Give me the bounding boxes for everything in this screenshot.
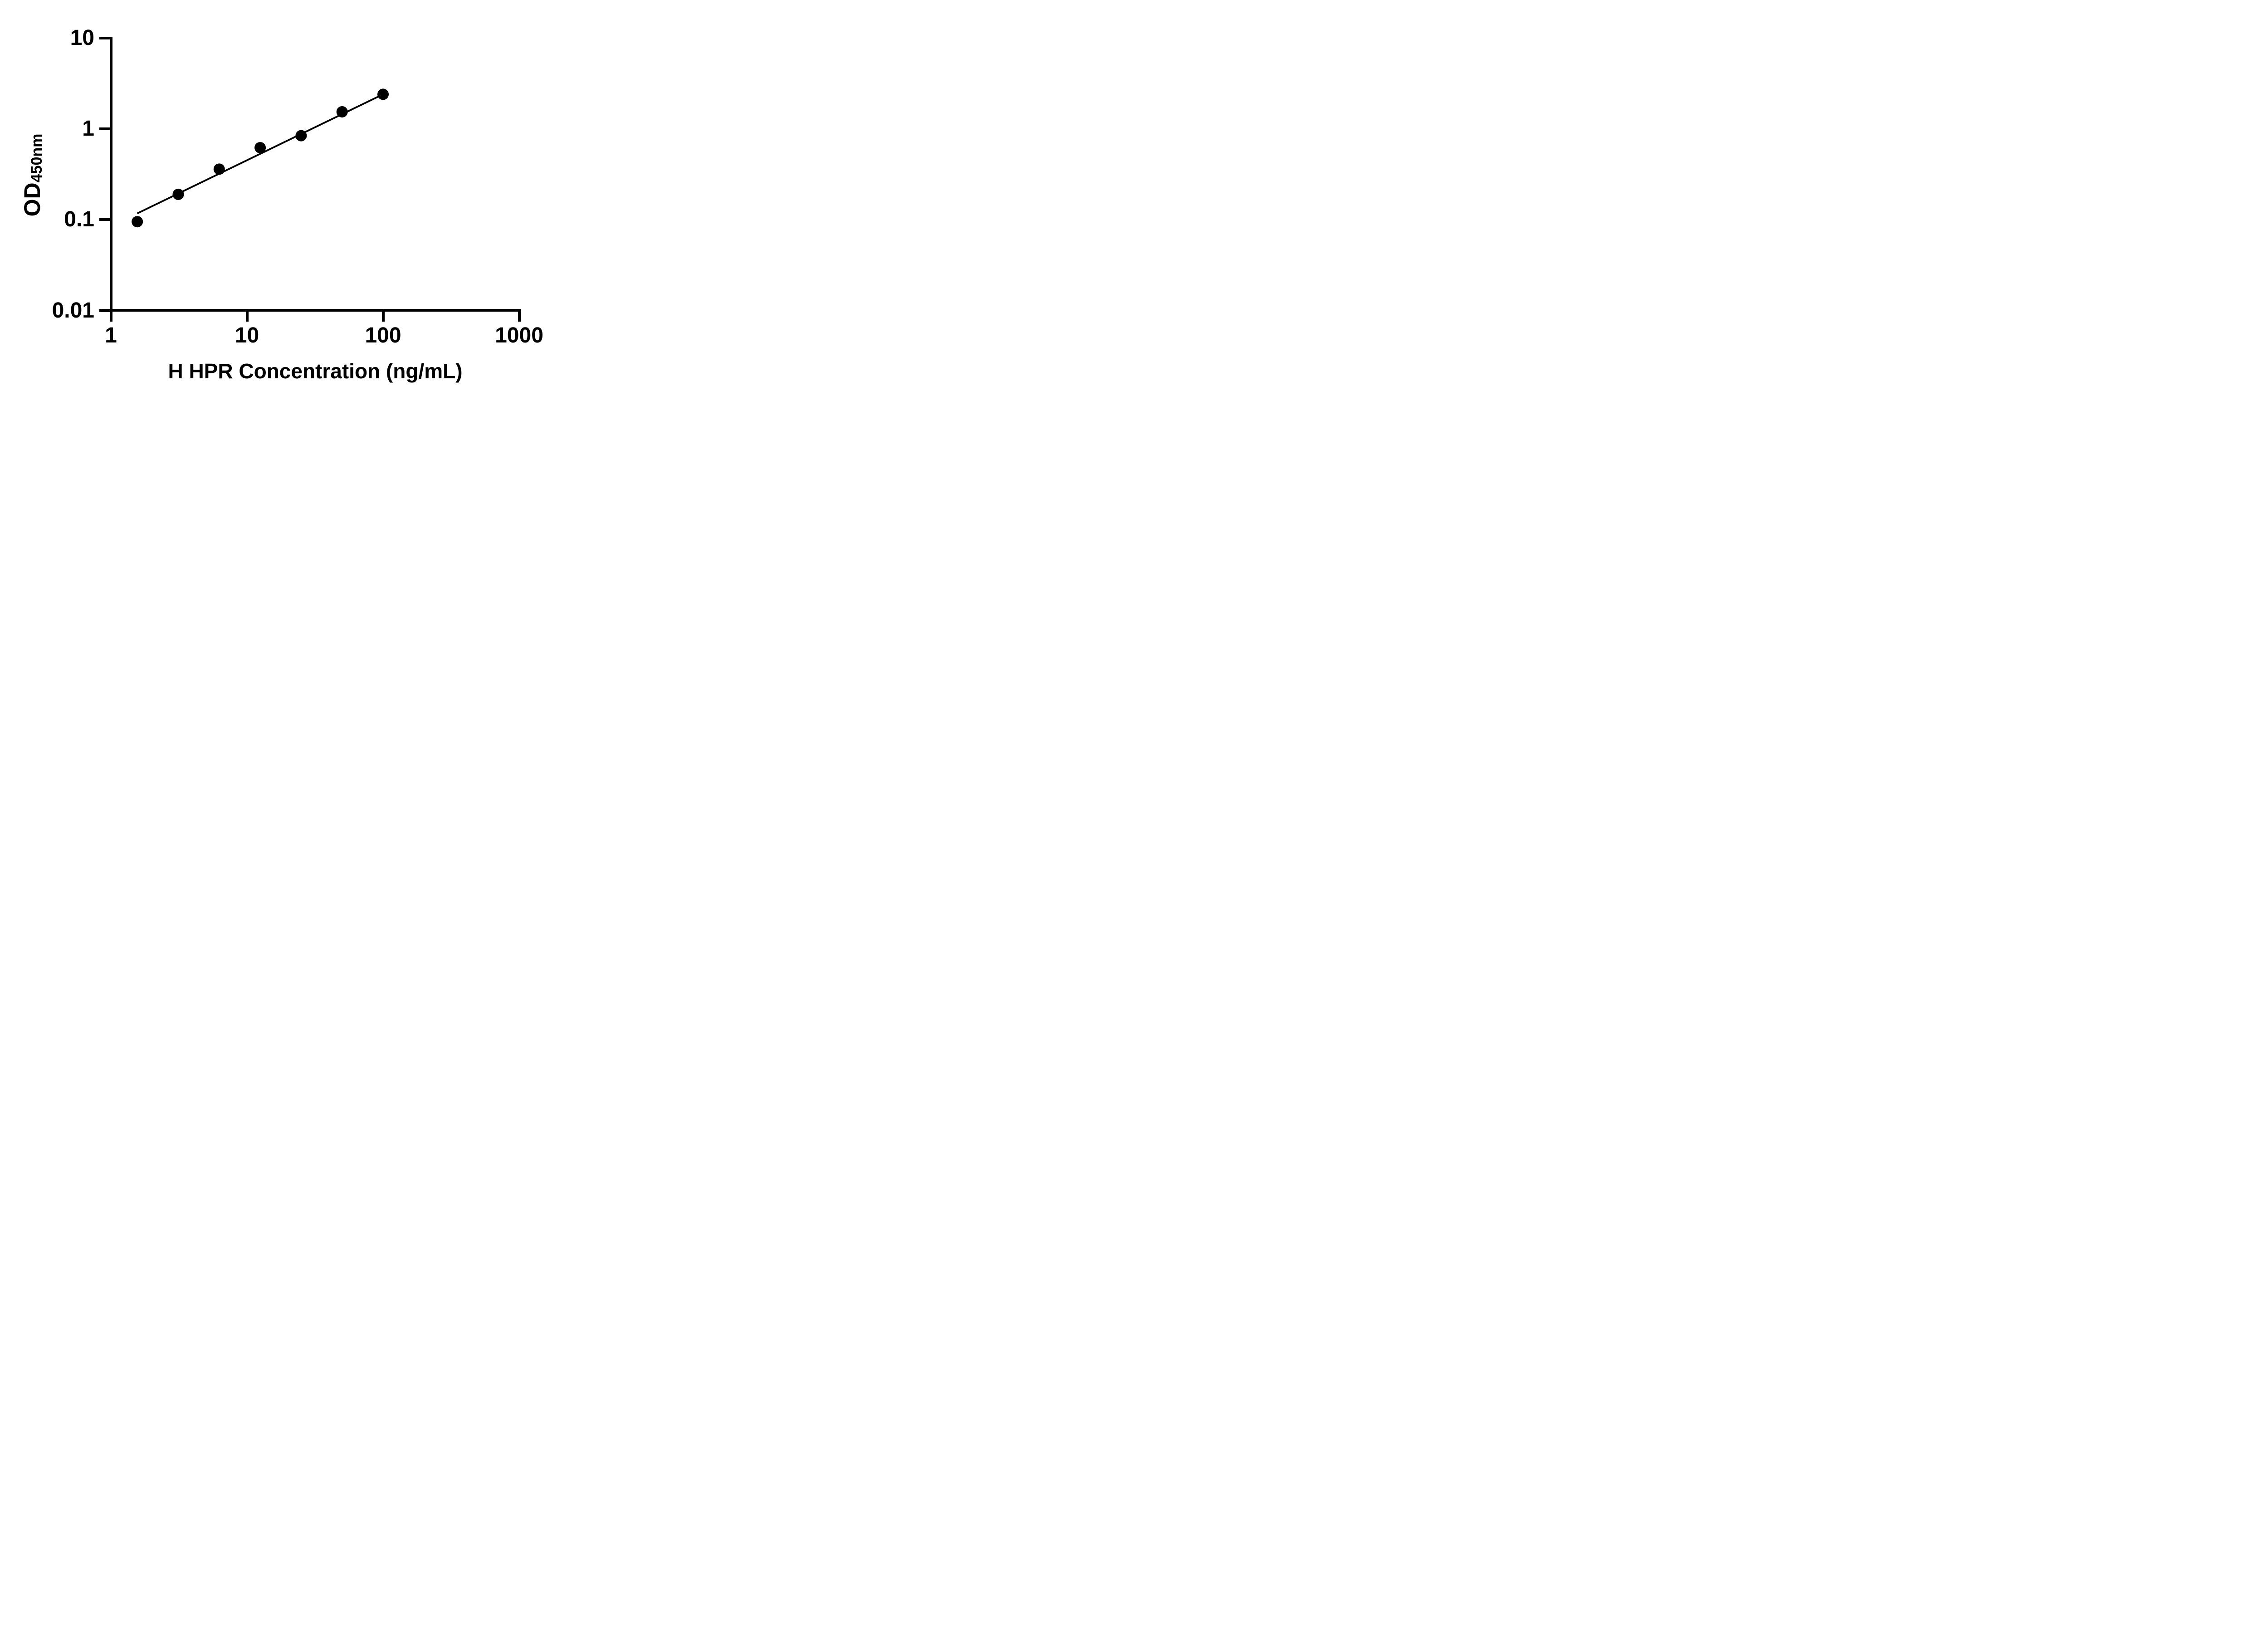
y-tick-mark	[99, 127, 111, 130]
data-point	[336, 106, 348, 117]
x-tick-label: 100	[365, 323, 401, 347]
x-tick-mark	[381, 312, 385, 322]
y-tick-label: 10	[70, 25, 94, 50]
y-tick-mark	[99, 218, 111, 221]
y-tick-label: 0.1	[64, 207, 94, 232]
x-axis-label: H HPR Concentration (ng/mL)	[168, 359, 463, 383]
x-tick-label: 1	[105, 323, 117, 347]
data-point	[132, 216, 143, 228]
plot-area	[132, 88, 389, 228]
data-point	[295, 130, 307, 142]
data-point	[377, 88, 389, 100]
x-tick-label: 1000	[495, 323, 543, 347]
elisa-standard-curve-figure: OD450nm 10 1 0.1 0.01 1 10 100 1000 H HPR Conc…	[0, 0, 582, 408]
y-tick-label: 0.01	[52, 298, 94, 323]
x-axis-line	[99, 309, 521, 312]
x-tick-mark	[109, 312, 112, 322]
data-point	[172, 188, 184, 200]
x-tick-mark	[245, 312, 249, 322]
y-tick-mark	[99, 309, 111, 312]
x-tick-mark	[518, 312, 521, 322]
y-tick-mark	[99, 36, 111, 39]
data-point	[213, 163, 225, 175]
data-point	[254, 142, 266, 154]
y-tick-label: 1	[82, 117, 94, 141]
y-axis-line	[109, 37, 112, 322]
x-tick-label: 10	[235, 323, 259, 347]
